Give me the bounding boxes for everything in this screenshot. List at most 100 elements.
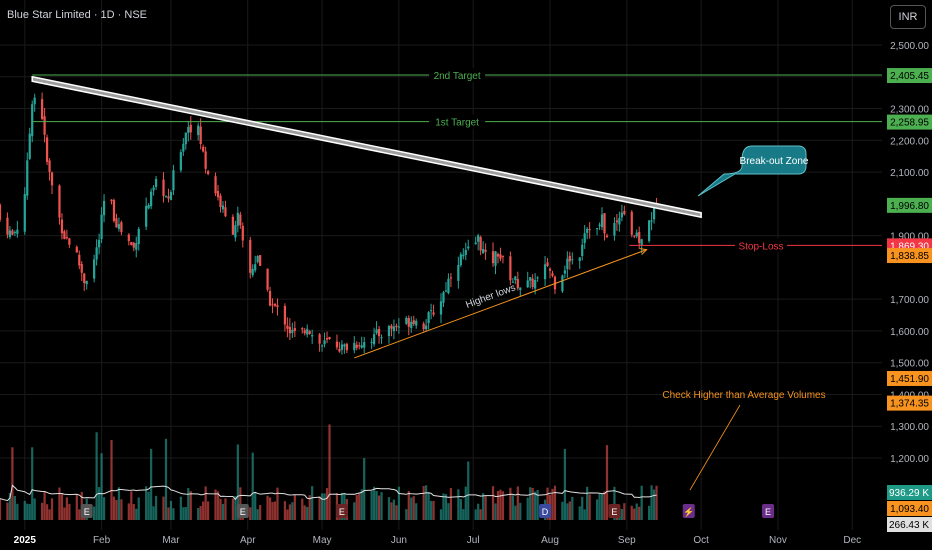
- event-marker[interactable]: [539, 504, 552, 518]
- candle-body: [283, 305, 287, 325]
- candle-body: [291, 329, 294, 333]
- candle-body: [45, 137, 49, 162]
- volume-bar: [372, 486, 376, 520]
- volume-bar: [117, 487, 121, 520]
- x-tick-label: Feb: [93, 535, 111, 546]
- candle-body: [640, 239, 643, 246]
- volume-bar: [363, 458, 366, 520]
- candle-body: [546, 262, 549, 266]
- volume-bar: [311, 486, 314, 520]
- candle-body: [249, 239, 252, 273]
- candle-body: [484, 249, 487, 252]
- y-tick-label: 1,600.00: [890, 327, 929, 338]
- candle-body: [241, 225, 244, 241]
- candle-body: [563, 270, 566, 274]
- candle-body: [68, 238, 71, 245]
- volume-bar: [102, 497, 106, 520]
- volume-bar: [355, 495, 358, 520]
- candle-body: [234, 225, 237, 238]
- candle-body: [603, 213, 606, 234]
- volume-bar: [377, 495, 381, 520]
- event-marker[interactable]: [682, 504, 695, 518]
- volume-bar: [6, 502, 9, 520]
- volume-bar: [202, 501, 205, 520]
- candle-body: [293, 328, 296, 331]
- candle-body: [50, 172, 54, 186]
- volume-bar: [613, 486, 616, 520]
- candle-body: [345, 343, 348, 351]
- axes: 2,500.002,400.002,300.002,200.002,100.00…: [14, 41, 932, 546]
- volume-bar: [286, 509, 289, 520]
- candle-body: [256, 255, 259, 263]
- candle-body: [162, 179, 165, 196]
- candle-body: [301, 328, 304, 330]
- candle-body: [432, 312, 435, 315]
- volume-bar: [360, 489, 363, 520]
- candle-body: [110, 199, 113, 202]
- volume-bar: [328, 424, 331, 520]
- candle-body: [239, 214, 242, 226]
- event-marker[interactable]: [236, 504, 249, 518]
- volume-bar: [581, 496, 584, 520]
- volume-bar: [301, 498, 304, 520]
- volume-bar: [635, 503, 638, 520]
- event-marker[interactable]: [80, 504, 93, 518]
- candle-body: [358, 345, 361, 347]
- event-marker[interactable]: [335, 504, 348, 518]
- stop-loss-label-bg: [735, 238, 787, 253]
- volume-bar: [8, 493, 12, 520]
- volume-bar: [320, 493, 324, 520]
- candle-body: [561, 275, 564, 292]
- candle-body: [63, 231, 66, 240]
- volume-bar: [499, 489, 502, 520]
- candle-body: [127, 234, 130, 242]
- volume-bar: [189, 491, 192, 520]
- candle-body: [117, 224, 121, 229]
- volume-bar: [110, 440, 113, 520]
- currency-button[interactable]: INR: [890, 5, 926, 29]
- volume-bar: [249, 507, 252, 520]
- candle-body: [58, 185, 61, 218]
- volume-bar: [509, 487, 512, 520]
- volume-bar: [561, 501, 564, 520]
- volume-bar: [412, 496, 415, 520]
- y-tick-label: 2,500.00: [890, 41, 929, 52]
- volume-bar: [553, 485, 557, 520]
- volume-bar: [410, 497, 413, 520]
- volume-bar: [206, 501, 210, 520]
- volume-bar: [551, 488, 554, 520]
- y-tick-label: 2,100.00: [890, 168, 929, 179]
- volume-bar: [479, 509, 482, 520]
- volume-bar: [26, 503, 29, 520]
- candle-body: [578, 257, 581, 262]
- volume-bar: [41, 502, 44, 520]
- candle-body: [43, 116, 46, 135]
- grid-lines: [0, 0, 882, 530]
- volume-bar: [147, 491, 150, 520]
- volume-bar: [93, 506, 96, 520]
- candle-body: [496, 254, 500, 257]
- volume-bar: [514, 505, 517, 520]
- candle-body: [303, 330, 306, 334]
- volume-bar: [407, 490, 410, 520]
- candle-body: [182, 143, 185, 152]
- candle-body: [588, 228, 591, 231]
- event-marker[interactable]: [762, 504, 775, 518]
- x-tick-label: Apr: [240, 535, 256, 546]
- candle-body: [137, 228, 140, 245]
- candle-body: [380, 337, 383, 339]
- y-tick-label: 1,300.00: [890, 422, 929, 433]
- breakout-label: Break-out Zone: [740, 156, 809, 167]
- candle-body: [236, 212, 239, 226]
- x-tick-label: Jun: [391, 535, 407, 546]
- volume-bar: [586, 486, 589, 520]
- candle-body: [566, 258, 569, 270]
- volume-bar: [390, 502, 393, 520]
- volume-bar: [650, 485, 653, 520]
- orange-price-3-bg: [887, 395, 932, 411]
- volume-bar: [444, 494, 448, 520]
- volume-bar: [224, 498, 227, 520]
- event-marker[interactable]: [608, 504, 621, 518]
- volume-bar: [397, 486, 400, 520]
